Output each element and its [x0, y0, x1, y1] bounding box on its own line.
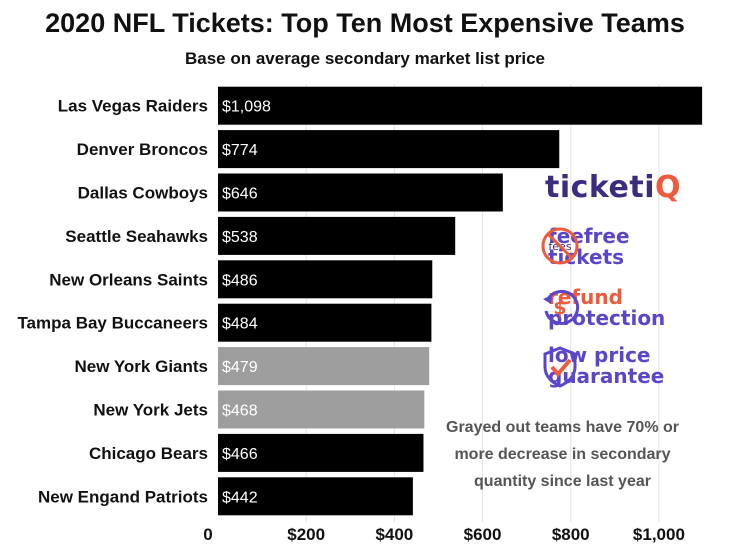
category-label-1: Denver Broncos: [77, 140, 208, 159]
category-label-2: Dallas Cowboys: [78, 184, 208, 203]
ticketiq-logo: ticketiQ: [545, 170, 681, 205]
brand-name: ticketi: [545, 170, 656, 205]
value-label-1: $774: [222, 142, 258, 159]
grayed-note: Grayed out teams have 70% or more decrea…: [446, 419, 679, 490]
value-label-6: $479: [222, 359, 258, 376]
chart-title: 2020 NFL Tickets: Top Ten Most Expensive…: [45, 8, 685, 38]
bar-9: [218, 477, 413, 516]
category-label-9: New Engand Patriots: [38, 487, 208, 506]
category-label-8: Chicago Bears: [89, 444, 208, 463]
value-label-9: $442: [222, 489, 258, 506]
x-tick-label-1: $200: [287, 525, 325, 544]
category-label-7: New York Jets: [93, 401, 208, 420]
category-label-5: Tampa Bay Buccaneers: [17, 314, 208, 333]
promo-feefree: fees feefree tickets: [540, 226, 630, 268]
dollar-icon-text: $: [553, 297, 566, 319]
x-tick-label-4: $800: [552, 525, 590, 544]
x-tick-label-0: 0: [203, 525, 212, 544]
shield-check-icon: [543, 346, 577, 388]
dollar-refund-icon: $: [543, 289, 580, 325]
brand-accent: Q: [655, 170, 682, 205]
x-tick-label-5: $1,000: [633, 525, 685, 544]
category-label-6: New York Giants: [74, 357, 208, 376]
value-label-0: $1,098: [222, 99, 271, 116]
value-label-3: $538: [222, 229, 258, 246]
bar-6: [218, 347, 430, 386]
category-label-0: Las Vegas Raiders: [58, 97, 208, 116]
category-label-4: New Orleans Saints: [49, 270, 208, 289]
bar-5: [218, 303, 432, 342]
promo-low-price-line2: guarantee: [548, 364, 665, 388]
bar-0: [218, 86, 703, 125]
bar-1: [218, 130, 560, 169]
bar-8: [218, 433, 424, 472]
value-label-2: $646: [222, 186, 258, 203]
value-label-8: $466: [222, 446, 258, 463]
category-label-3: Seattle Seahawks: [65, 227, 208, 246]
value-label-7: $468: [222, 403, 258, 420]
no-fees-icon: fees: [541, 227, 579, 265]
bar-2: [218, 173, 503, 212]
bar-7: [218, 390, 425, 429]
value-label-4: $486: [222, 272, 258, 289]
promo-refund: $ refund protection: [540, 287, 665, 329]
chart-subtitle: Base on average secondary market list pr…: [184, 49, 545, 68]
x-tick-label-3: $600: [464, 525, 502, 544]
x-tick-label-2: $400: [375, 525, 413, 544]
value-label-5: $484: [222, 316, 258, 333]
bar-4: [218, 260, 433, 299]
promo-low-price: low price guarantee: [540, 345, 665, 388]
bar-3: [218, 216, 456, 255]
